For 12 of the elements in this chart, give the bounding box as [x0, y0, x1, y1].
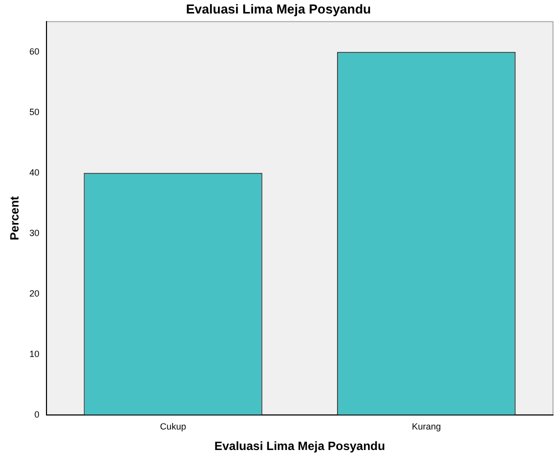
- y-tick-label: 50: [29, 106, 40, 117]
- y-tick-label: 0: [34, 409, 40, 420]
- x-axis-title: Evaluasi Lima Meja Posyandu: [214, 439, 386, 454]
- y-axis-title: Percent: [8, 196, 22, 240]
- y-tick-label: 10: [29, 348, 40, 359]
- chart-title: Evaluasi Lima Meja Posyandu: [186, 1, 372, 16]
- y-tick-label: 60: [29, 46, 40, 56]
- x-tick-label: Kurang: [412, 422, 441, 432]
- y-tick-label: 30: [29, 228, 40, 238]
- x-tick-label: Cukup: [160, 422, 186, 432]
- y-tick-label: 40: [29, 167, 40, 178]
- y-tick-label: 20: [29, 288, 40, 298]
